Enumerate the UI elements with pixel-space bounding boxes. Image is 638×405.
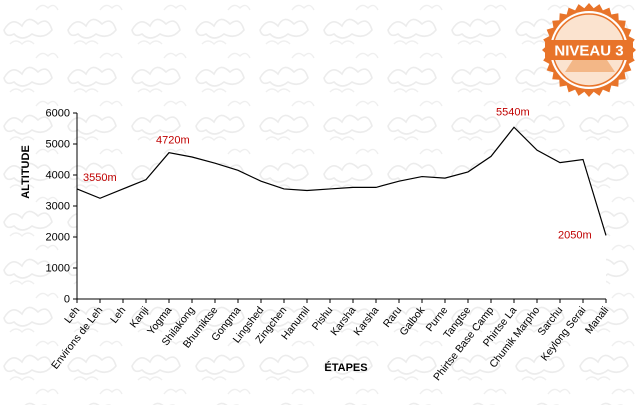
y-tick-label: 0 xyxy=(64,294,70,306)
y-axis: 0 1000 2000 3000 4000 5000 6000 xyxy=(46,108,78,306)
x-axis-title: ÉTAPES xyxy=(324,361,367,374)
area-fill xyxy=(77,127,606,299)
series-line xyxy=(76,126,607,236)
badge-banner xyxy=(545,40,633,60)
y-tick-label: 4000 xyxy=(46,170,70,182)
y-tick-label: 5000 xyxy=(46,139,70,151)
y-tick-label: 3000 xyxy=(46,201,70,213)
badge-text: NIVEAU 3 xyxy=(554,43,623,60)
annotation-label: 4720m xyxy=(156,135,190,147)
annotation-label: 2050m xyxy=(558,229,592,241)
annotation-label: 3550m xyxy=(83,172,117,184)
annotations: 3550m 4720m 5540m 2050m xyxy=(83,106,592,241)
annotation-label: 5540m xyxy=(496,106,530,118)
plot-area xyxy=(76,126,607,299)
y-tick-label: 2000 xyxy=(46,232,70,244)
y-axis-title: ALTITUDE xyxy=(20,145,32,199)
y-tick-label: 1000 xyxy=(46,263,70,275)
y-tick-label: 6000 xyxy=(46,108,70,120)
niveau-badge: NIVEAU 3 xyxy=(542,3,636,97)
